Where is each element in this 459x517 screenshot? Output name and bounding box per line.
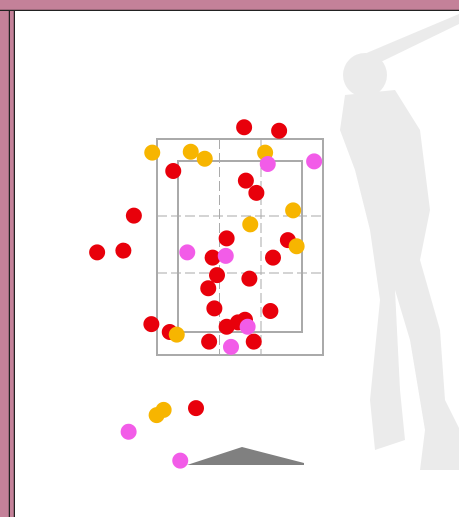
pitch-point xyxy=(200,280,217,297)
pitch-point xyxy=(241,270,258,287)
pitch-point xyxy=(206,300,223,317)
pitch-point xyxy=(271,122,288,139)
pitch-point xyxy=(262,303,279,319)
pitch-point xyxy=(188,400,204,417)
pitch-point xyxy=(239,318,256,335)
pitch-point xyxy=(115,242,132,259)
pitch-marks xyxy=(89,119,323,469)
pitch-point xyxy=(209,267,225,284)
strike-zone xyxy=(156,138,324,356)
pitch-point xyxy=(237,172,254,189)
pitch-point xyxy=(242,216,259,233)
pitch-point xyxy=(172,452,189,469)
pitch-point xyxy=(182,143,199,160)
pitch-point xyxy=(120,423,137,440)
pitch-point xyxy=(218,230,235,247)
top-band xyxy=(0,0,459,10)
left-band xyxy=(0,11,9,517)
pitch-point xyxy=(201,333,218,350)
home-plate xyxy=(187,447,304,465)
pitch-point xyxy=(196,150,213,167)
pitch-point xyxy=(144,144,161,161)
pitch-point xyxy=(125,207,142,224)
pitch-point xyxy=(155,401,172,418)
pitch-point xyxy=(288,238,305,255)
pitch-point xyxy=(285,202,302,219)
pitch-point xyxy=(259,156,276,172)
pitch-point xyxy=(236,119,253,136)
pitch-point xyxy=(168,326,185,343)
pitch-point xyxy=(223,338,239,355)
pitch-point xyxy=(217,247,234,264)
pitch-point xyxy=(143,316,160,333)
pitch-point xyxy=(179,244,196,261)
pitch-point xyxy=(248,184,265,201)
pitch-point xyxy=(204,249,221,266)
batter-silhouette xyxy=(340,14,459,470)
left-gap xyxy=(10,11,14,517)
pitch-point xyxy=(89,244,106,261)
pitch-point xyxy=(218,318,235,335)
pitch-point xyxy=(165,163,182,179)
pitch-point xyxy=(245,333,262,350)
pitch-point xyxy=(265,249,281,266)
pitch-point xyxy=(306,153,323,170)
